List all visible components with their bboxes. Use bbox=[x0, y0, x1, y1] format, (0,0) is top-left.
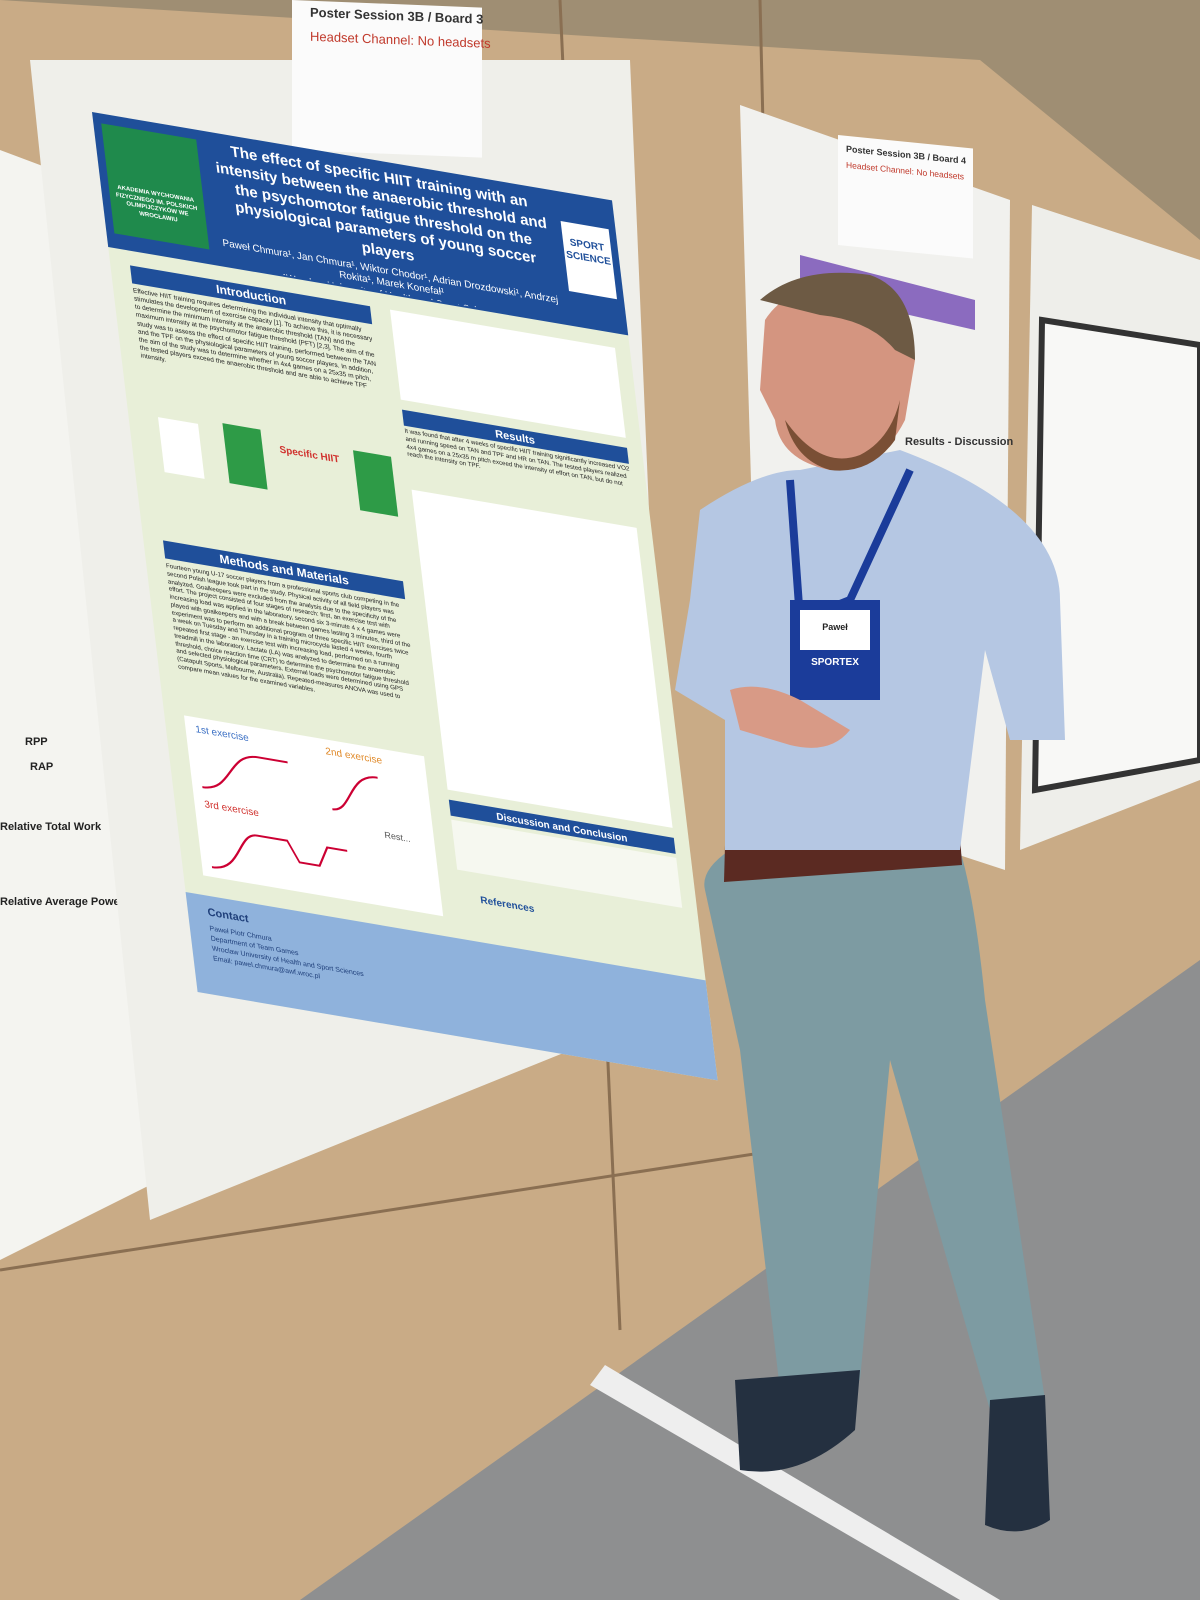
university-logo bbox=[101, 123, 210, 250]
hair bbox=[760, 272, 915, 360]
session-sign: Poster Session 3B / Board 3 Headset Chan… bbox=[292, 0, 491, 158]
sign-paper bbox=[838, 135, 973, 259]
session-sign: Poster Session 3B / Board 4 Headset Chan… bbox=[838, 135, 973, 259]
seam bbox=[0, 1148, 781, 1272]
badge-name: Paweł bbox=[822, 622, 848, 632]
sign-paper bbox=[292, 0, 482, 158]
floor-line bbox=[590, 1365, 1000, 1600]
sign-subtitle: Headset Channel: No headsets bbox=[310, 29, 491, 51]
figure-panel bbox=[222, 423, 268, 490]
beard bbox=[785, 400, 900, 471]
sign-title: Poster Session 3B / Board 3 bbox=[310, 5, 483, 27]
exercise-curve bbox=[202, 756, 378, 869]
discussion-body bbox=[451, 819, 683, 908]
contact-band bbox=[185, 892, 718, 1081]
badge-card bbox=[800, 610, 870, 650]
label: Relative Average Power bbox=[0, 896, 125, 908]
table bbox=[390, 309, 626, 438]
label: RAP bbox=[30, 761, 53, 773]
person: Paweł SPORTEX bbox=[675, 272, 1065, 1532]
figure-panel bbox=[353, 450, 399, 517]
exercise-label: Rest... bbox=[384, 830, 411, 844]
exercise-diagram bbox=[184, 715, 444, 917]
poster-header bbox=[92, 112, 629, 336]
sport-science-logo bbox=[560, 221, 618, 300]
section-bar bbox=[402, 409, 629, 464]
label: Relative Total Work bbox=[0, 821, 102, 833]
shoe bbox=[985, 1395, 1050, 1532]
shoe bbox=[735, 1370, 860, 1472]
section-bar bbox=[163, 540, 406, 600]
section-heading: Results - Discussion bbox=[905, 436, 1013, 448]
main-poster: AKADEMIA WYCHOWANIA FIZYCZNEGO IM. POLSK… bbox=[92, 112, 718, 1081]
badge-brand: SPORTEX bbox=[811, 657, 859, 668]
left-poster: RPP RAP Relative Total Work Relative Ave… bbox=[0, 150, 160, 1260]
figure-panel bbox=[158, 417, 205, 479]
table bbox=[411, 489, 673, 828]
section-bar bbox=[448, 799, 676, 854]
trousers bbox=[704, 850, 1045, 1410]
ceiling-shadow bbox=[0, 0, 1200, 240]
label: RPP bbox=[25, 736, 48, 748]
section-bar bbox=[130, 265, 373, 325]
hands bbox=[730, 686, 850, 748]
poster-sheet bbox=[0, 150, 160, 1260]
